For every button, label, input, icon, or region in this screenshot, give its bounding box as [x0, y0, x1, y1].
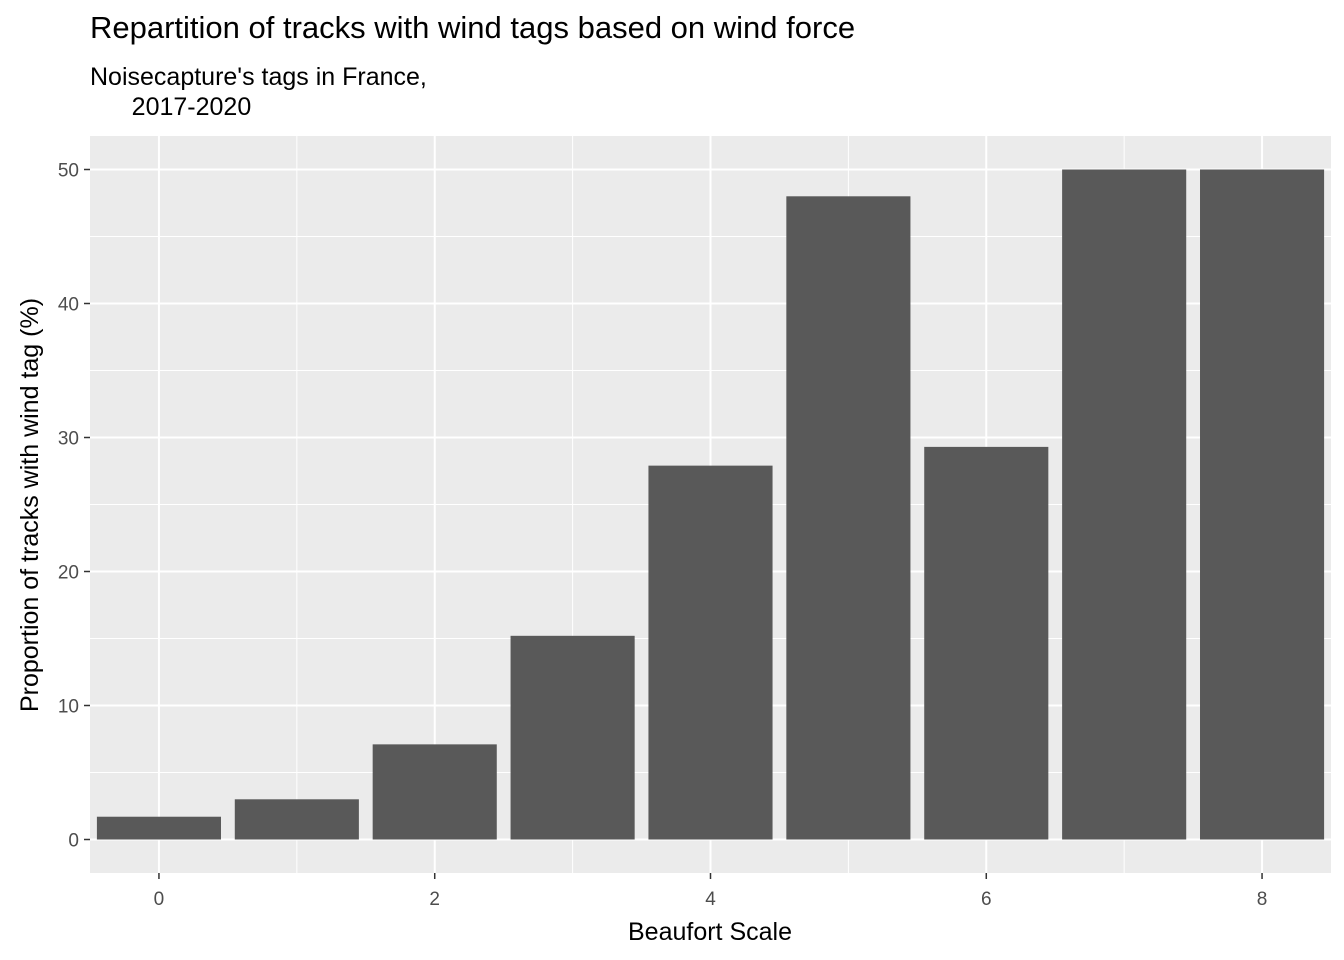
chart-title: Repartition of tracks with wind tags bas…: [90, 10, 856, 45]
y-axis-title: Proportion of tracks with wind tag (%): [16, 298, 44, 712]
bar: [96, 816, 221, 840]
x-tick-label: 2: [429, 889, 440, 910]
x-axis-title: Beaufort Scale: [628, 918, 792, 946]
x-tick-label: 8: [1257, 889, 1268, 910]
y-tick-label: 0: [68, 831, 79, 852]
x-tick-label: 4: [705, 889, 716, 910]
x-tick-label: 0: [154, 889, 165, 910]
y-tick-label: 50: [58, 161, 79, 182]
chart-subtitle: Noisecapture's tags in France, 2017-2020: [90, 63, 427, 121]
y-tick-label: 40: [58, 295, 79, 316]
y-tick-label: 10: [58, 697, 79, 718]
bar: [786, 196, 911, 840]
y-tick-label: 30: [58, 429, 79, 450]
bar: [1062, 169, 1187, 840]
bar: [648, 465, 773, 840]
x-tick-label: 6: [981, 889, 992, 910]
bar: [234, 799, 359, 840]
bar: [372, 744, 497, 840]
bar: [510, 635, 635, 840]
bar: [1200, 169, 1325, 840]
bars: [96, 169, 1325, 840]
y-axis: 0 10 20 30 40 50: [58, 161, 90, 852]
bar: [924, 446, 1049, 840]
y-tick-label: 20: [58, 563, 79, 584]
x-axis: 0 2 4 6 8: [154, 873, 1268, 910]
